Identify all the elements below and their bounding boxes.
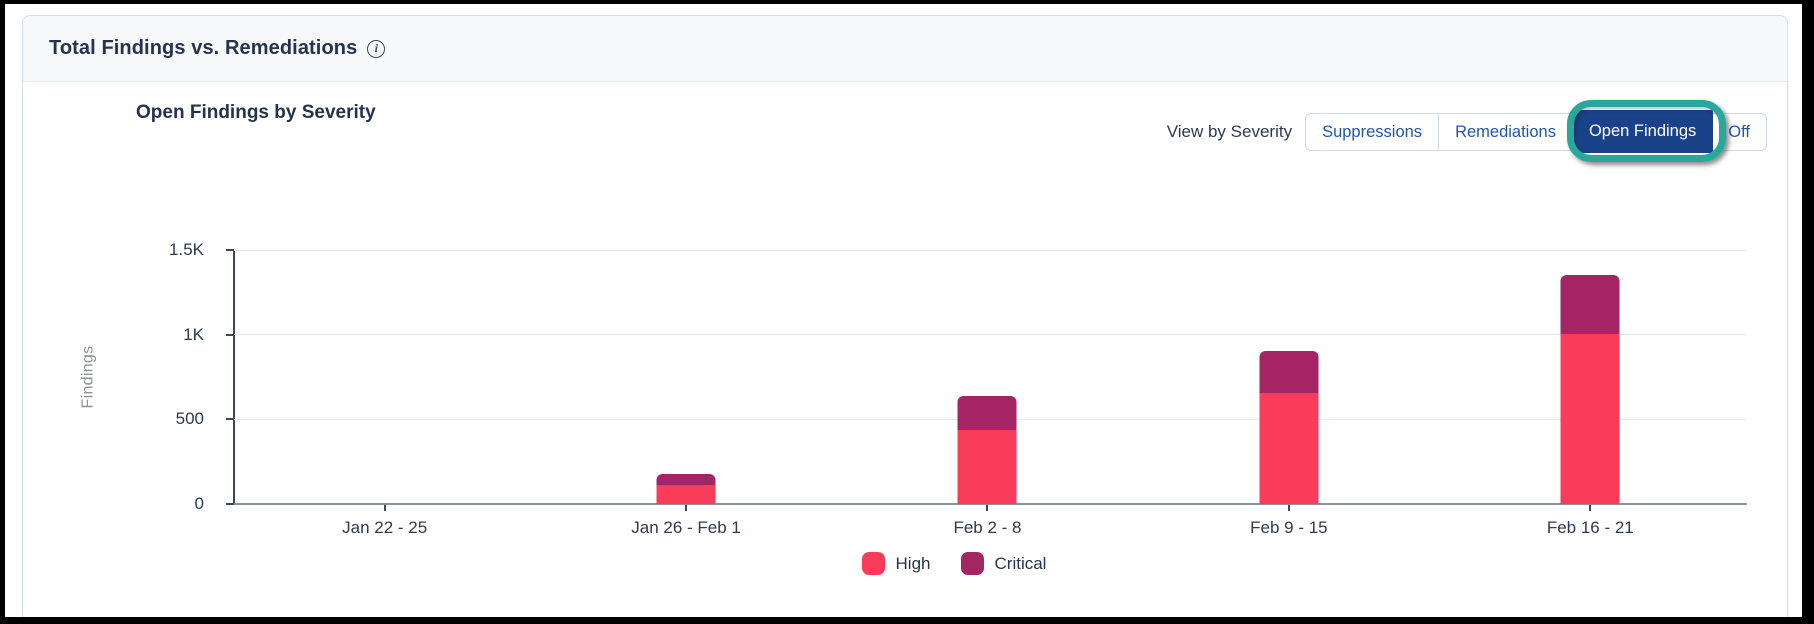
findings-card: Total Findings vs. Remediations i Open F… [22, 15, 1788, 617]
remediations-button[interactable]: Remediations [1439, 114, 1572, 150]
category-band: Feb 16 - 21 [1440, 250, 1741, 537]
stacked-bar [1259, 350, 1319, 504]
y-axis-title-box: Findings [67, 250, 109, 504]
chart-legend: High Critical [234, 552, 1674, 575]
stacked-bar [1560, 275, 1620, 504]
x-tick-mark [685, 505, 688, 511]
x-axis-line [233, 503, 1747, 505]
info-icon[interactable]: i [367, 39, 386, 58]
x-tick-mark [1589, 505, 1592, 511]
bar-segment-critical [1560, 275, 1620, 334]
bar-segment-critical [1259, 350, 1319, 394]
category-band: Jan 26 - Feb 1 [535, 250, 836, 537]
plot-area: 0 500 1K 1.5K Jan 22 - 25 Jan 26 - Feb 1 Feb 2… [169, 240, 1747, 537]
x-category-label: Feb 2 - 8 [953, 518, 1022, 537]
y-tick-mark [226, 503, 234, 505]
y-tick-label: 0 [194, 494, 204, 513]
card-header: Total Findings vs. Remediations i [23, 16, 1787, 82]
view-by-severity-label: View by Severity [1166, 122, 1293, 141]
view-toggle-group: Suppressions Remediations Open Findings … [1305, 100, 1767, 162]
off-button[interactable]: Off [1712, 114, 1766, 150]
bar-segment-high [656, 484, 716, 504]
page-background: Total Findings vs. Remediations i Open F… [5, 4, 1802, 617]
legend-swatch-critical [960, 552, 984, 575]
y-tick-mark [226, 418, 234, 421]
view-controls: View by Severity Suppressions Remediatio… [1166, 100, 1767, 162]
bar-segment-high [957, 430, 1017, 504]
y-axis-line [233, 250, 235, 504]
bar-segment-critical [656, 473, 716, 485]
x-tick-mark [383, 505, 386, 511]
legend-swatch-high [861, 552, 885, 575]
open-findings-wrap: Open Findings [1566, 100, 1727, 162]
y-axis-title: Findings [79, 345, 97, 409]
bar-segment-high [1259, 393, 1319, 504]
x-tick-mark [1287, 505, 1290, 511]
y-tick-mark [226, 249, 234, 251]
open-findings-button[interactable]: Open Findings [1571, 110, 1714, 153]
x-tick-mark [986, 505, 989, 511]
x-category-label: Feb 16 - 21 [1546, 518, 1634, 537]
gridline [234, 334, 1746, 336]
legend-label: Critical [994, 553, 1047, 573]
bar-segment-high [1560, 333, 1620, 504]
gridline [234, 249, 1746, 251]
y-tick-mark [226, 333, 234, 336]
x-category-label: Jan 22 - 25 [342, 518, 428, 537]
legend-item-high: High [861, 552, 931, 575]
segment-divider [1438, 114, 1440, 150]
chart-title: Open Findings by Severity [136, 102, 376, 123]
y-tick-label: 1K [183, 324, 204, 344]
bar-segment-critical [957, 396, 1017, 431]
x-category-label: Jan 26 - Feb 1 [631, 518, 741, 537]
legend-item-critical: Critical [960, 552, 1047, 575]
card-title: Total Findings vs. Remediations [49, 37, 358, 59]
category-band: Feb 9 - 15 [1138, 250, 1439, 537]
stacked-bar [957, 396, 1017, 504]
stacked-bar [656, 473, 716, 504]
suppressions-button[interactable]: Suppressions [1306, 114, 1438, 150]
legend-label: High [895, 553, 931, 573]
category-band: Feb 2 - 8 [837, 250, 1138, 537]
category-band: Jan 22 - 25 [234, 250, 535, 537]
y-tick-label: 500 [175, 409, 204, 429]
y-tick-label: 1.5K [169, 240, 204, 259]
x-category-label: Feb 9 - 15 [1250, 518, 1328, 537]
